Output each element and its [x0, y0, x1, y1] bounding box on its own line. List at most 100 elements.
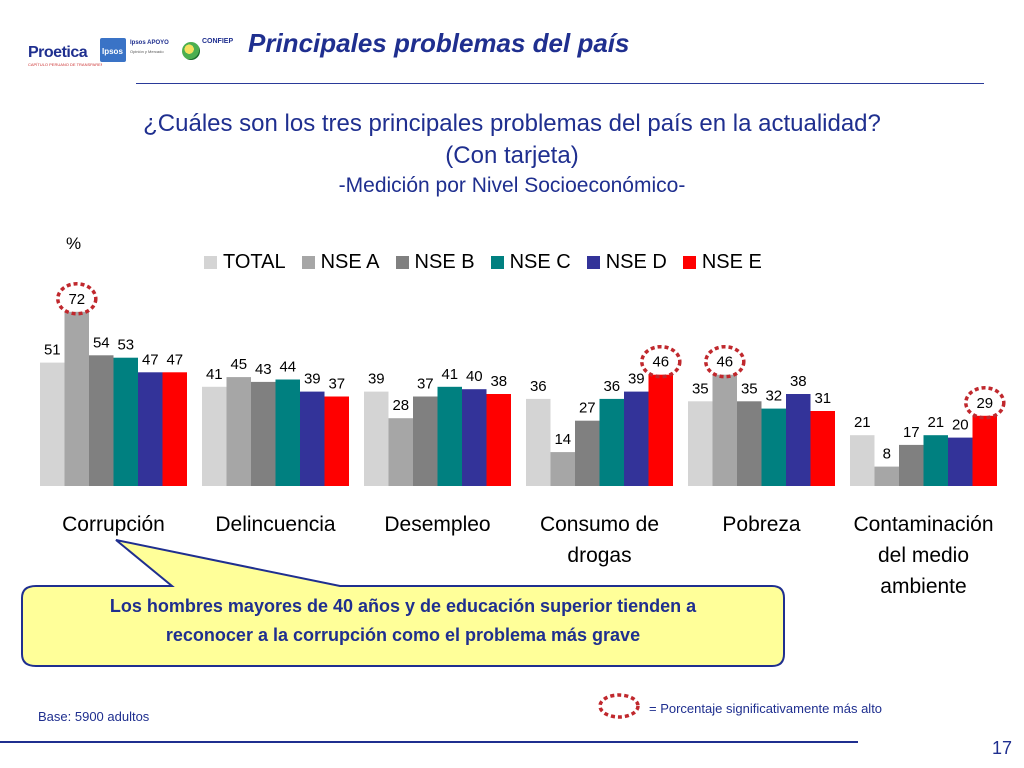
legend-swatch: [682, 255, 696, 269]
bar: [40, 362, 65, 486]
page-number: 17: [992, 738, 1013, 758]
data-label: 27: [579, 400, 596, 417]
bar: [162, 372, 187, 486]
significance-ring-icon: [598, 693, 640, 719]
category-label: Delincuencia: [196, 509, 356, 540]
data-label: 72: [68, 291, 85, 308]
bar: [202, 386, 227, 486]
bar: [948, 437, 973, 486]
bar: [486, 394, 511, 486]
category-label: Corrupción: [34, 509, 194, 540]
data-label: 35: [692, 380, 709, 397]
data-label: 39: [304, 371, 321, 388]
page-title: Principales problemas del país: [248, 28, 630, 58]
bar: [324, 396, 349, 486]
bar: [526, 398, 551, 486]
category-label-line: Corrupción: [62, 513, 165, 536]
data-label: 17: [903, 424, 920, 441]
chart-subtitle: -Medición por Nivel Socioeconómico-: [338, 174, 686, 197]
data-label: 54: [93, 334, 110, 351]
bar: [437, 386, 462, 486]
legend-swatch: [586, 255, 600, 269]
callout-line: reconocer a la corrupción como el proble…: [165, 625, 641, 645]
bar: [388, 418, 413, 486]
data-label: 46: [652, 354, 669, 371]
data-label: 36: [603, 378, 620, 395]
bar: [575, 420, 600, 486]
bar: [874, 466, 899, 486]
confiep-logo: CONFIEP: [180, 38, 244, 64]
legend-swatch: [204, 255, 217, 269]
data-label: 37: [417, 376, 434, 393]
data-label: 53: [117, 337, 134, 354]
confiep-globe-icon: [182, 42, 200, 60]
bar: [413, 396, 438, 486]
legend-label: NSE C: [509, 250, 571, 273]
bar: [688, 401, 713, 486]
bar: [737, 401, 762, 486]
significance-ring: [640, 344, 682, 379]
bar: [786, 394, 811, 486]
data-label: 44: [279, 359, 296, 376]
data-label: 35: [741, 380, 758, 397]
title-divider: [136, 83, 984, 84]
base-note: Base: 5900 adultos: [38, 709, 150, 724]
data-label: 43: [255, 361, 272, 378]
footer-divider: [0, 741, 858, 743]
ipsos-apoyo-logo: Ipsos APOYO Opinión y Mercado: [130, 40, 169, 54]
data-label: 47: [166, 351, 183, 368]
data-label: 41: [441, 366, 458, 383]
callout-text: Los hombres mayores de 40 años y de educ…: [24, 592, 782, 650]
bar: [275, 379, 300, 486]
data-label: 47: [142, 351, 159, 368]
bar: [624, 391, 649, 486]
bar: [64, 311, 89, 486]
proetica-logo: Proetica CAPÍTULO PERUANO DE TRANSPARENC…: [28, 44, 102, 67]
data-label: 8: [883, 446, 891, 463]
bar: [712, 374, 737, 486]
legend-item: NSE B: [395, 250, 475, 274]
data-label: 39: [628, 371, 645, 388]
legend-label: TOTAL: [223, 250, 286, 273]
unit-label: %: [66, 234, 82, 253]
bar: [300, 391, 325, 486]
legend-label: NSE B: [414, 250, 475, 273]
legend-label: NSE A: [320, 250, 380, 273]
bar: [972, 415, 997, 486]
data-label: 28: [392, 397, 409, 414]
data-label: 20: [952, 417, 969, 434]
significance-ring: [964, 386, 1006, 420]
bar: [364, 391, 389, 486]
category-label-line: Consumo de: [539, 513, 660, 536]
data-label: 41: [206, 366, 223, 383]
data-label: 32: [765, 388, 782, 405]
data-label: 51: [44, 342, 61, 359]
legend-item: TOTAL: [204, 251, 286, 274]
bar: [251, 381, 276, 486]
data-label: 40: [466, 368, 483, 385]
category-label: Consumo de drogas: [520, 509, 680, 571]
legend-label: NSE D: [605, 250, 667, 273]
bar: [899, 444, 924, 486]
data-label: 31: [814, 390, 831, 407]
question-note: (Con tarjeta): [445, 142, 579, 169]
significance-note: = Porcentaje significativamente más alto: [649, 701, 883, 716]
data-label: 29: [976, 395, 993, 412]
significance-ring: [704, 344, 746, 379]
data-label: 37: [328, 376, 345, 393]
data-label: 46: [716, 354, 733, 371]
bar: [89, 355, 114, 486]
category-label-line: Contaminación: [853, 513, 994, 536]
bar: [462, 389, 487, 486]
bar: [226, 377, 251, 486]
legend-label: NSE E: [701, 250, 762, 273]
category-label-line: Delincuencia: [215, 513, 336, 536]
ipsos-logo: Ipsos: [100, 38, 126, 62]
bar: [810, 411, 835, 486]
data-label: 21: [854, 414, 871, 431]
data-label: 21: [927, 414, 944, 431]
bar: [850, 435, 875, 486]
bar: [599, 398, 624, 486]
legend-item: NSE C: [490, 250, 571, 274]
bar: [138, 372, 163, 486]
